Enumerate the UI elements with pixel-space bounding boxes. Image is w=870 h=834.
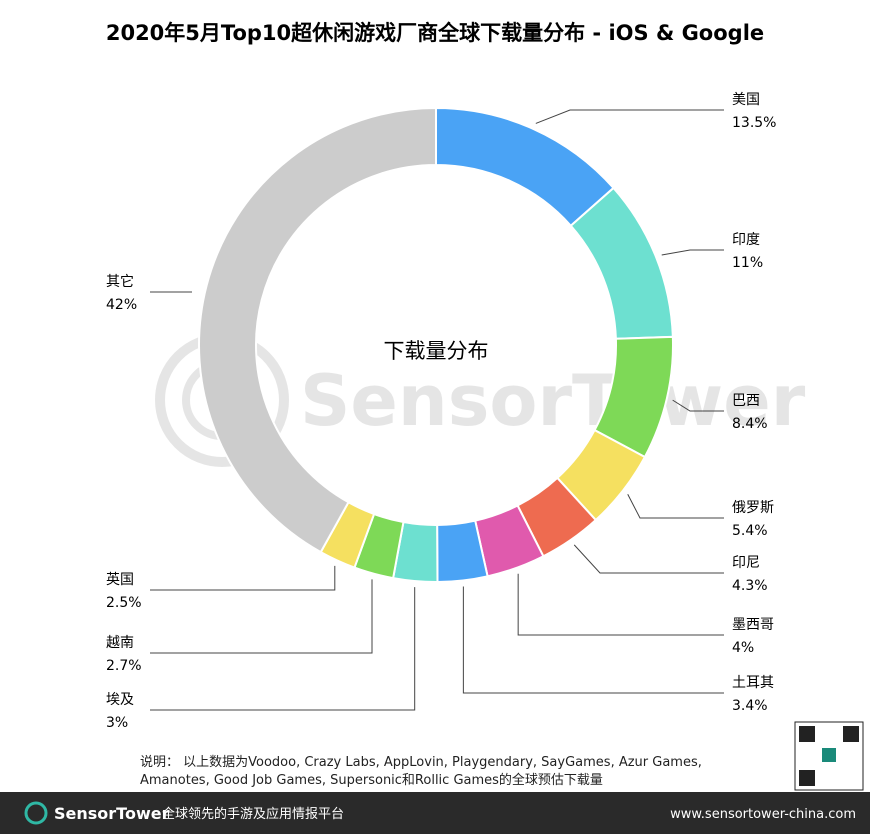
watermark: SensorTower xyxy=(155,333,806,467)
value-label: 2.7% xyxy=(106,658,142,674)
value-label: 8.4% xyxy=(732,416,768,432)
value-label: 11% xyxy=(732,255,763,271)
footer-brand: SensorTower xyxy=(54,804,170,823)
leader-line xyxy=(627,494,724,519)
slice-label: 英国 xyxy=(106,571,134,588)
value-label: 3.4% xyxy=(732,698,768,714)
leader-line xyxy=(150,587,416,711)
slice-label: 俄罗斯 xyxy=(732,500,774,516)
slice xyxy=(198,106,437,554)
slice-label: 埃及 xyxy=(106,692,134,708)
leader-line xyxy=(150,579,373,654)
slice-label: 美国 xyxy=(732,92,760,108)
slice xyxy=(435,106,615,228)
value-label: 13.5% xyxy=(732,115,776,131)
slice-label: 巴西 xyxy=(732,393,760,409)
chart-title: 2020年5月Top10超休闲游戏厂商全球下载量分布 - iOS & Googl… xyxy=(106,21,764,45)
qr-code xyxy=(794,721,864,791)
value-label: 4.3% xyxy=(732,578,768,594)
value-label: 42% xyxy=(106,297,137,313)
footer-logo xyxy=(24,801,48,825)
leader-line xyxy=(661,249,724,256)
slice-label: 印尼 xyxy=(732,555,760,571)
slice-label: 印度 xyxy=(732,232,760,248)
leader-line xyxy=(462,586,724,694)
slice-label: 其它 xyxy=(106,273,134,290)
watermark-text: SensorTower xyxy=(300,360,806,442)
value-label: 3% xyxy=(106,715,128,731)
footer-slogan: 全球领先的手游及应用情报平台 xyxy=(162,806,344,822)
leader-line xyxy=(150,565,336,591)
leader-line xyxy=(672,399,724,412)
footer-url: www.sensortower-china.com xyxy=(670,807,856,822)
slice-label: 越南 xyxy=(106,635,134,651)
leader-line xyxy=(535,109,724,124)
center-label: 下载量分布 xyxy=(384,339,489,363)
slice-label: 土耳其 xyxy=(732,675,774,691)
footer-bar xyxy=(0,792,870,834)
note: 说明： 以上数据为Voodoo, Crazy Labs, AppLovin, P… xyxy=(140,755,702,788)
value-label: 4% xyxy=(732,640,754,656)
value-label: 2.5% xyxy=(106,595,142,611)
value-label: 5.4% xyxy=(732,523,768,539)
leader-line xyxy=(573,544,724,574)
slice-label: 墨西哥 xyxy=(732,617,774,633)
leader-line xyxy=(517,573,724,636)
